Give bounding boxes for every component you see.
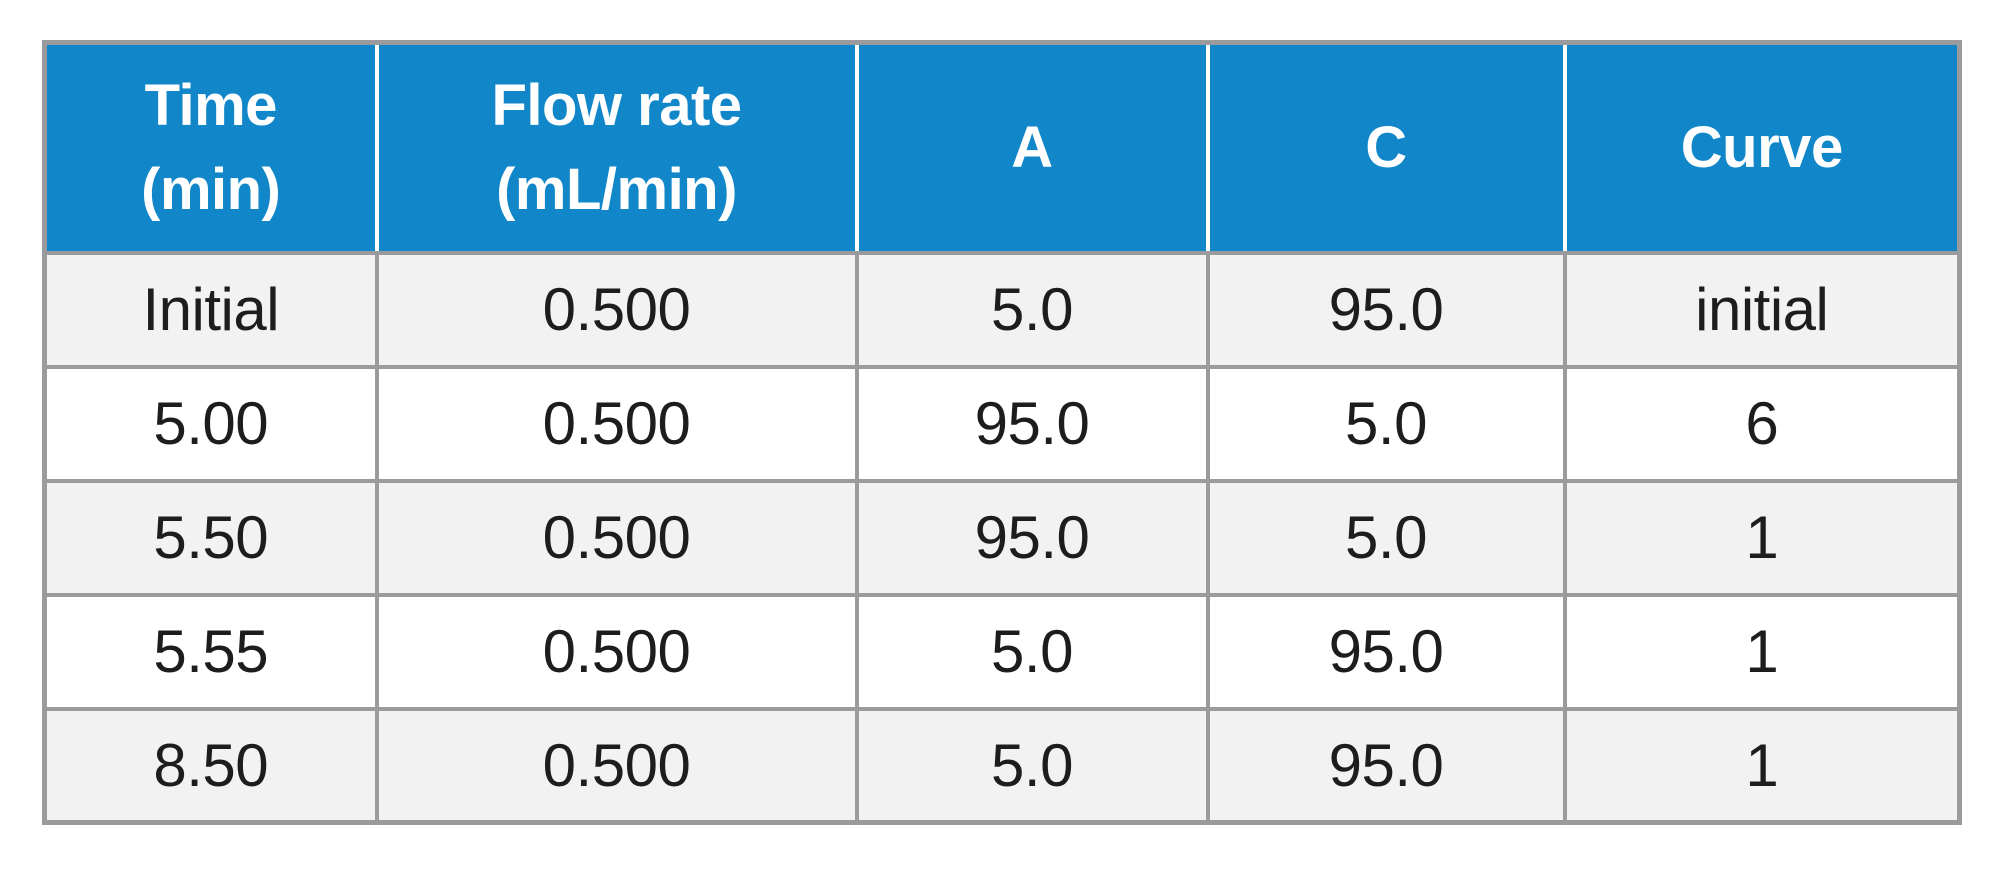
table-cell-a: 5.0 (854, 706, 1210, 825)
column-header-c: C (1205, 40, 1567, 255)
table-cell-time: 5.55 (42, 592, 379, 711)
column-header-time: Time (min) (42, 40, 379, 255)
table-cell-flow: 0.500 (374, 478, 859, 597)
table-cell-a: 95.0 (854, 478, 1210, 597)
table-row: Initial 0.500 5.0 95.0 initial (42, 250, 1962, 369)
table-cell-flow: 0.500 (374, 364, 859, 483)
table-cell-c: 95.0 (1205, 592, 1567, 711)
table-cell-c: 95.0 (1205, 706, 1567, 825)
table-cell-a: 95.0 (854, 364, 1210, 483)
table-cell-flow: 0.500 (374, 250, 859, 369)
table-row: 5.50 0.500 95.0 5.0 1 (42, 478, 1962, 597)
table-cell-a: 5.0 (854, 250, 1210, 369)
table-cell-flow: 0.500 (374, 592, 859, 711)
table-cell-time: 5.00 (42, 364, 379, 483)
table-cell-c: 95.0 (1205, 250, 1567, 369)
column-header-curve: Curve (1562, 40, 1962, 255)
table-cell-time: Initial (42, 250, 379, 369)
table-row: 8.50 0.500 5.0 95.0 1 (42, 706, 1962, 825)
table-cell-curve: 1 (1562, 478, 1962, 597)
table-cell-time: 5.50 (42, 478, 379, 597)
column-header-a: A (854, 40, 1210, 255)
table-cell-curve: 6 (1562, 364, 1962, 483)
table-row: 5.00 0.500 95.0 5.0 6 (42, 364, 1962, 483)
table-cell-curve: initial (1562, 250, 1962, 369)
table-row: 5.55 0.500 5.0 95.0 1 (42, 592, 1962, 711)
gradient-method-table: Time (min) Flow rate (mL/min) A C Curve … (42, 40, 1962, 825)
table-cell-curve: 1 (1562, 706, 1962, 825)
table-cell-curve: 1 (1562, 592, 1962, 711)
table-cell-time: 8.50 (42, 706, 379, 825)
table-cell-a: 5.0 (854, 592, 1210, 711)
table-cell-flow: 0.500 (374, 706, 859, 825)
table-cell-c: 5.0 (1205, 478, 1567, 597)
header-row: Time (min) Flow rate (mL/min) A C Curve (42, 40, 1962, 255)
column-header-flow-rate: Flow rate (mL/min) (374, 40, 859, 255)
table-cell-c: 5.0 (1205, 364, 1567, 483)
